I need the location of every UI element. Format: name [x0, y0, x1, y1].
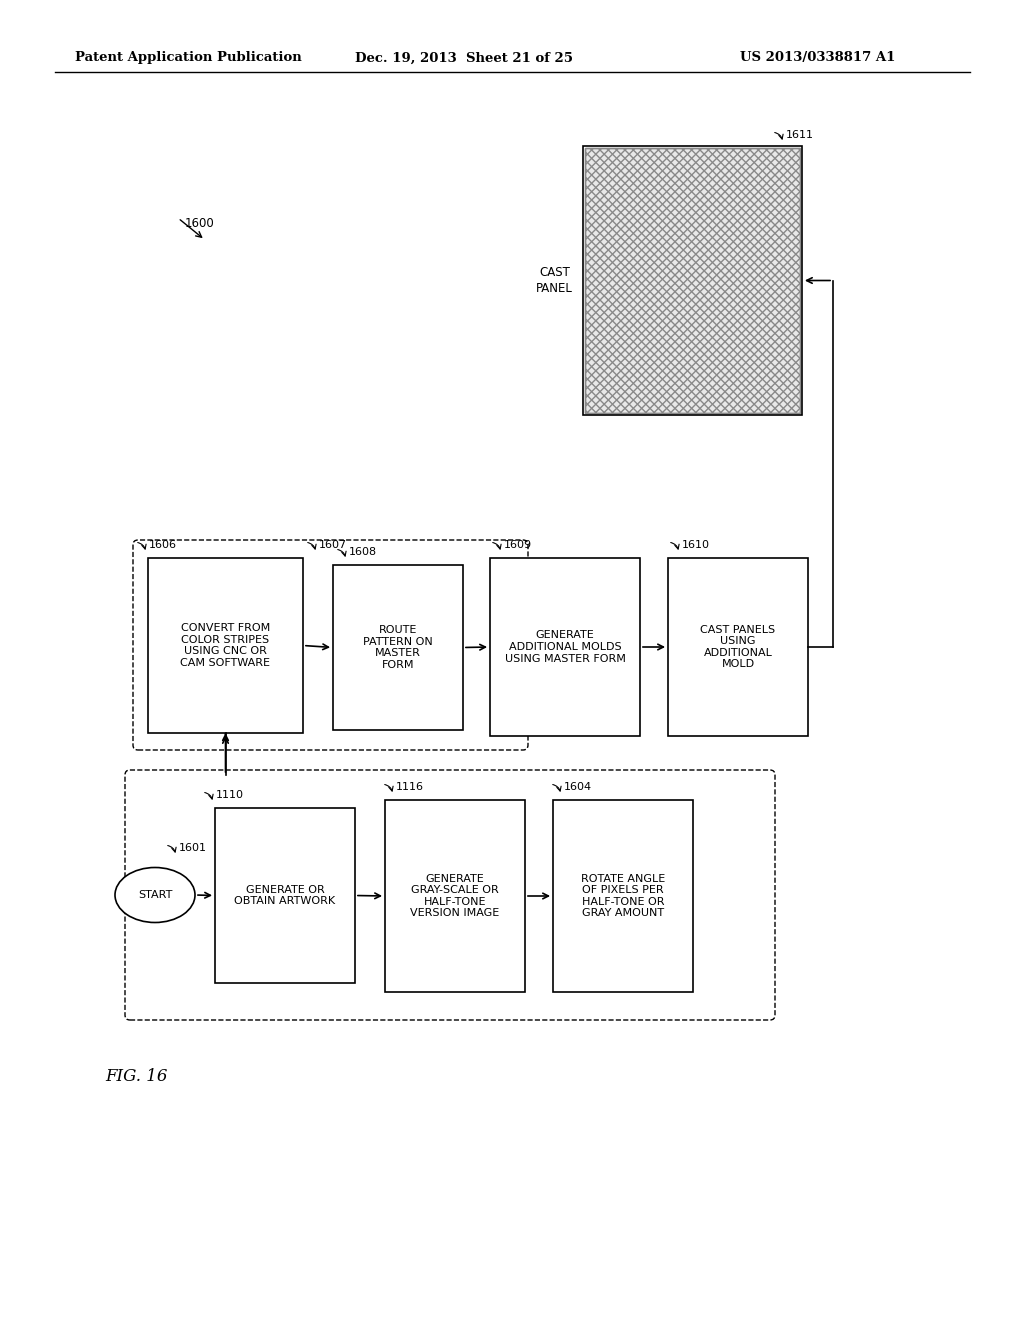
Text: Dec. 19, 2013  Sheet 21 of 25: Dec. 19, 2013 Sheet 21 of 25 — [355, 51, 573, 65]
Bar — [585, 148, 800, 413]
Text: 1611: 1611 — [786, 129, 814, 140]
Bar — [668, 558, 808, 737]
Text: 1600: 1600 — [185, 216, 215, 230]
Bar — [333, 565, 463, 730]
Bar — [490, 558, 640, 737]
Text: 1601: 1601 — [179, 843, 207, 853]
Bar — [583, 147, 802, 414]
Text: 1607: 1607 — [319, 540, 347, 550]
Text: START: START — [138, 890, 172, 900]
Text: GENERATE
GRAY-SCALE OR
HALF-TONE
VERSION IMAGE: GENERATE GRAY-SCALE OR HALF-TONE VERSION… — [411, 874, 500, 919]
Text: 1110: 1110 — [216, 789, 244, 800]
Text: CAST PANELS
USING
ADDITIONAL
MOLD: CAST PANELS USING ADDITIONAL MOLD — [700, 624, 775, 669]
Text: GENERATE
ADDITIONAL MOLDS
USING MASTER FORM: GENERATE ADDITIONAL MOLDS USING MASTER F… — [505, 631, 626, 664]
Text: GENERATE OR
OBTAIN ARTWORK: GENERATE OR OBTAIN ARTWORK — [234, 884, 336, 907]
Text: Patent Application Publication: Patent Application Publication — [75, 51, 302, 65]
Bar — [385, 800, 525, 993]
Text: 1116: 1116 — [396, 781, 424, 792]
Bar — [553, 800, 693, 993]
Bar — [585, 148, 800, 413]
Text: US 2013/0338817 A1: US 2013/0338817 A1 — [740, 51, 895, 65]
Text: ROTATE ANGLE
OF PIXELS PER
HALF-TONE OR
GRAY AMOUNT: ROTATE ANGLE OF PIXELS PER HALF-TONE OR … — [581, 874, 666, 919]
Bar — [215, 808, 355, 983]
Text: 1606: 1606 — [150, 540, 177, 550]
Ellipse shape — [115, 867, 195, 923]
Text: CAST
PANEL: CAST PANEL — [537, 267, 573, 294]
Text: 1608: 1608 — [349, 546, 377, 557]
Text: 1604: 1604 — [564, 781, 592, 792]
Text: 1609: 1609 — [504, 540, 532, 550]
Text: ROUTE
PATTERN ON
MASTER
FORM: ROUTE PATTERN ON MASTER FORM — [364, 626, 433, 671]
Bar — [148, 558, 303, 733]
FancyBboxPatch shape — [133, 540, 528, 750]
Text: CONVERT FROM
COLOR STRIPES
USING CNC OR
CAM SOFTWARE: CONVERT FROM COLOR STRIPES USING CNC OR … — [180, 623, 270, 668]
Text: FIG. 16: FIG. 16 — [105, 1068, 168, 1085]
Text: 1610: 1610 — [682, 540, 710, 550]
FancyBboxPatch shape — [125, 770, 775, 1020]
